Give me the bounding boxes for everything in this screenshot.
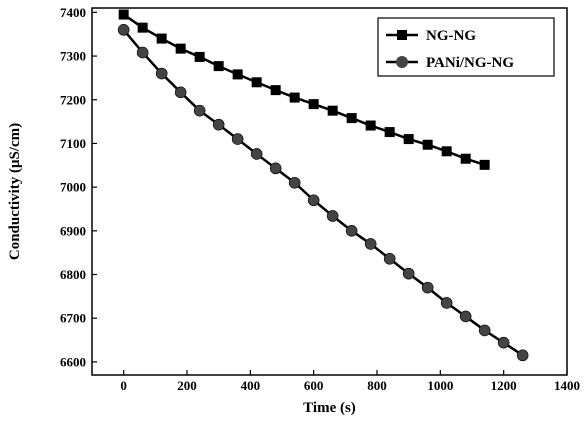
legend-label-pani-ng-ng: PANi/NG-NG	[426, 55, 514, 71]
data-point-ng-ng	[404, 134, 414, 144]
y-tick-label: 6700	[60, 311, 86, 326]
data-point-ng-ng	[328, 106, 338, 116]
x-tick-label: 200	[177, 378, 197, 393]
data-point-pani-ng-ng	[479, 325, 490, 336]
data-point-pani-ng-ng	[365, 238, 376, 249]
data-point-ng-ng	[119, 10, 129, 20]
x-tick-label: 1200	[491, 378, 517, 393]
data-point-pani-ng-ng	[289, 177, 300, 188]
data-point-pani-ng-ng	[384, 253, 395, 264]
data-point-ng-ng	[423, 140, 433, 150]
legend-marker-circle-icon	[396, 56, 408, 68]
y-tick-label: 6800	[60, 267, 86, 282]
data-point-pani-ng-ng	[460, 311, 471, 322]
legend-marker-square-icon	[397, 30, 407, 40]
x-axis-title: Time (s)	[303, 400, 356, 416]
data-point-pani-ng-ng	[327, 210, 338, 221]
data-point-ng-ng	[442, 146, 452, 156]
data-point-ng-ng	[385, 127, 395, 137]
x-tick-label: 600	[304, 378, 324, 393]
series-line-pani-ng-ng	[124, 30, 523, 355]
data-point-ng-ng	[290, 93, 300, 103]
data-point-ng-ng	[233, 69, 243, 79]
data-point-pani-ng-ng	[156, 68, 167, 79]
x-tick-label: 800	[367, 378, 387, 393]
data-point-ng-ng	[271, 85, 281, 95]
y-axis-title: Conductivity (μS/cm)	[7, 123, 23, 260]
legend: NG-NG PANi/NG-NG	[378, 18, 554, 76]
data-point-pani-ng-ng	[270, 163, 281, 174]
data-point-ng-ng	[214, 61, 224, 71]
data-point-pani-ng-ng	[422, 282, 433, 293]
x-tick-label: 1000	[427, 378, 453, 393]
data-point-pani-ng-ng	[175, 87, 186, 98]
y-tick-label: 7300	[60, 49, 86, 64]
y-tick-label: 6900	[60, 223, 86, 238]
y-tick-label: 7000	[60, 180, 86, 195]
data-point-pani-ng-ng	[441, 297, 452, 308]
data-point-ng-ng	[252, 77, 262, 87]
data-point-pani-ng-ng	[137, 47, 148, 58]
legend-label-ng-ng: NG-NG	[426, 28, 476, 44]
data-point-ng-ng	[138, 23, 148, 33]
x-tick-label: 0	[120, 378, 127, 393]
x-axis-ticks: 0 200 400 600 800 1000 1200 1400	[120, 370, 580, 393]
x-tick-label: 1400	[554, 378, 580, 393]
data-point-pani-ng-ng	[118, 24, 129, 35]
data-point-pani-ng-ng	[232, 134, 243, 145]
data-point-ng-ng	[157, 34, 167, 44]
data-point-ng-ng	[195, 52, 205, 62]
data-point-pani-ng-ng	[213, 119, 224, 130]
data-point-pani-ng-ng	[403, 268, 414, 279]
data-point-ng-ng	[461, 154, 471, 164]
data-point-pani-ng-ng	[308, 195, 319, 206]
y-tick-label: 7400	[60, 5, 86, 20]
data-point-pani-ng-ng	[517, 350, 528, 361]
y-tick-label: 7200	[60, 92, 86, 107]
y-tick-label: 6600	[60, 354, 86, 369]
x-tick-label: 400	[241, 378, 261, 393]
data-point-pani-ng-ng	[194, 105, 205, 116]
data-point-ng-ng	[480, 160, 490, 170]
data-point-ng-ng	[366, 121, 376, 131]
data-point-ng-ng	[309, 99, 319, 109]
data-point-pani-ng-ng	[346, 225, 357, 236]
y-tick-label: 7100	[60, 136, 86, 151]
data-point-pani-ng-ng	[251, 148, 262, 159]
data-point-ng-ng	[347, 113, 357, 123]
data-point-ng-ng	[176, 44, 186, 54]
data-point-pani-ng-ng	[498, 337, 509, 348]
